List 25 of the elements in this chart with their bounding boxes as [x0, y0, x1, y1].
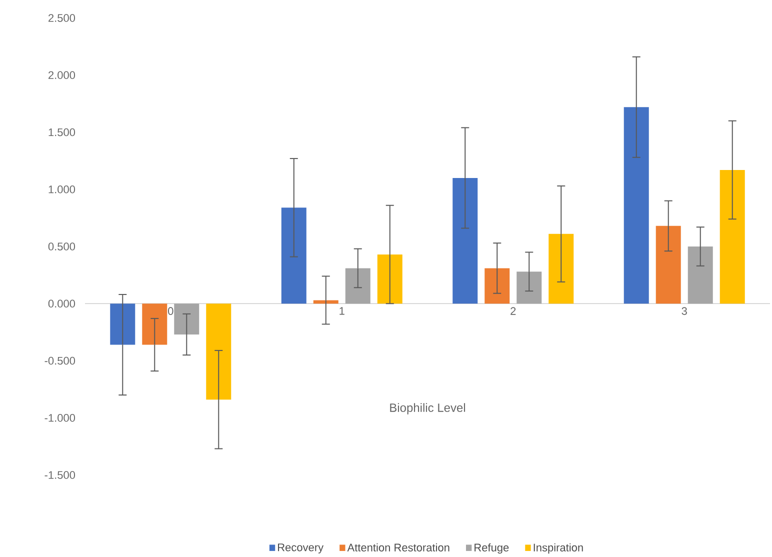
bar — [656, 226, 681, 304]
legend-label: Refuge — [474, 543, 509, 554]
x-tick-label: 0 — [168, 307, 174, 316]
x-tick-label: 1 — [340, 307, 344, 315]
legend-label: Inspiration — [534, 543, 583, 554]
y-tick-label: 1.500 — [48, 128, 76, 136]
x-tick-label: 3 — [682, 307, 687, 316]
legend-label: Attention Restoration — [347, 543, 450, 552]
bar — [688, 246, 713, 304]
bar — [624, 107, 649, 304]
x-axis-title: Biophilic Level — [390, 403, 466, 414]
y-tick-label: -1.000 — [44, 414, 76, 422]
bar — [452, 178, 478, 304]
x-tick-label: 2 — [510, 307, 516, 315]
y-tick-label: 1.000 — [48, 186, 76, 194]
bar — [110, 304, 136, 345]
bar — [313, 300, 338, 304]
y-tick-label: -1.500 — [44, 471, 76, 479]
bar — [720, 170, 745, 304]
legend-label: Recovery — [278, 544, 324, 554]
y-tick-label: 0.000 — [48, 300, 76, 308]
y-tick-label: -0.500 — [44, 356, 76, 365]
y-tick-label: 0.500 — [48, 242, 76, 250]
y-tick-label: 2.000 — [48, 71, 76, 80]
y-tick-label: 2.500 — [48, 14, 76, 22]
